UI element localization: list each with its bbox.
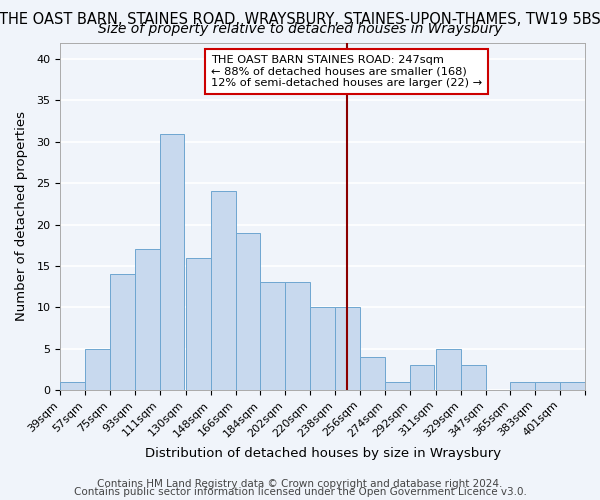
Text: Contains HM Land Registry data © Crown copyright and database right 2024.: Contains HM Land Registry data © Crown c… bbox=[97, 479, 503, 489]
Bar bbox=[236, 233, 260, 390]
Bar bbox=[85, 348, 110, 390]
Bar bbox=[135, 250, 160, 390]
Bar bbox=[110, 274, 135, 390]
Bar bbox=[360, 357, 385, 390]
Y-axis label: Number of detached properties: Number of detached properties bbox=[15, 111, 28, 321]
Bar bbox=[335, 307, 360, 390]
Bar bbox=[560, 382, 585, 390]
Bar bbox=[260, 282, 286, 390]
Bar bbox=[436, 348, 461, 390]
Bar bbox=[535, 382, 560, 390]
Bar bbox=[186, 258, 211, 390]
X-axis label: Distribution of detached houses by size in Wraysbury: Distribution of detached houses by size … bbox=[145, 447, 500, 460]
Text: THE OAST BARN, STAINES ROAD, WRAYSBURY, STAINES-UPON-THAMES, TW19 5BS: THE OAST BARN, STAINES ROAD, WRAYSBURY, … bbox=[0, 12, 600, 28]
Bar bbox=[60, 382, 85, 390]
Text: THE OAST BARN STAINES ROAD: 247sqm
← 88% of detached houses are smaller (168)
12: THE OAST BARN STAINES ROAD: 247sqm ← 88%… bbox=[211, 55, 482, 88]
Bar bbox=[286, 282, 310, 390]
Bar bbox=[211, 192, 236, 390]
Bar bbox=[461, 365, 485, 390]
Bar bbox=[511, 382, 535, 390]
Bar bbox=[160, 134, 184, 390]
Text: Contains public sector information licensed under the Open Government Licence v3: Contains public sector information licen… bbox=[74, 487, 526, 497]
Bar bbox=[310, 307, 335, 390]
Bar bbox=[410, 365, 434, 390]
Text: Size of property relative to detached houses in Wraysbury: Size of property relative to detached ho… bbox=[98, 22, 502, 36]
Bar bbox=[385, 382, 410, 390]
